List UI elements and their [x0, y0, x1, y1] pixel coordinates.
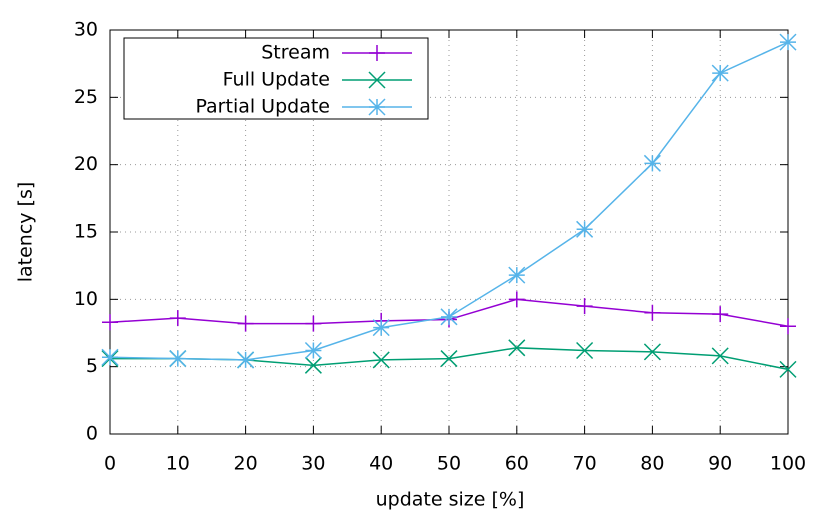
x-tick-label: 70 — [573, 453, 597, 475]
point-marker — [169, 310, 186, 327]
point-marker — [711, 347, 729, 365]
point-marker — [372, 351, 390, 369]
y-tick-label: 15 — [74, 221, 98, 243]
point-marker — [372, 319, 390, 337]
point-marker — [779, 33, 797, 51]
y-tick-label: 30 — [74, 19, 98, 41]
y-tick-label: 10 — [74, 288, 98, 310]
point-marker — [576, 298, 593, 315]
point-marker — [305, 315, 322, 332]
x-tick-label: 40 — [369, 453, 393, 475]
point-marker — [508, 266, 526, 284]
point-marker — [508, 291, 525, 308]
point-marker — [780, 318, 796, 335]
point-marker — [237, 351, 255, 369]
legend-label: Stream — [261, 42, 330, 64]
plot-frame — [109, 29, 789, 435]
point-marker — [304, 341, 322, 360]
point-marker — [440, 350, 458, 368]
point-marker — [102, 314, 118, 331]
x-tick-label: 30 — [301, 453, 325, 475]
legend-label: Partial Update — [195, 96, 330, 118]
legend-marker — [369, 45, 385, 61]
x-tick-label: 60 — [505, 453, 529, 475]
point-marker — [576, 341, 594, 360]
point-marker — [237, 315, 254, 332]
x-tick-label: 100 — [770, 453, 806, 475]
y-tick-label: 5 — [86, 355, 98, 377]
point-marker — [508, 339, 526, 357]
legend-marker — [368, 98, 386, 116]
x-tick-label: 0 — [104, 453, 116, 475]
point-marker — [711, 64, 729, 82]
legend-label: Full Update — [223, 69, 330, 91]
x-tick-label: 50 — [437, 453, 461, 475]
x-tick-label: 10 — [166, 453, 190, 475]
y-tick-label: 0 — [86, 423, 98, 445]
point-marker — [712, 306, 729, 323]
point-marker — [576, 220, 594, 238]
legend-marker — [368, 71, 386, 89]
y-tick-label: 20 — [74, 153, 98, 175]
point-marker — [169, 350, 187, 368]
point-marker — [643, 154, 661, 172]
point-marker — [643, 343, 661, 361]
point-marker — [440, 308, 458, 326]
x-tick-label: 20 — [234, 453, 258, 475]
point-marker — [644, 304, 661, 321]
x-tick-label: 90 — [708, 453, 732, 475]
point-marker — [304, 356, 322, 374]
y-axis-label: latency [s] — [15, 182, 37, 283]
point-marker — [779, 360, 797, 378]
x-tick-label: 80 — [640, 453, 664, 475]
x-axis-label: update size [%] — [376, 489, 525, 511]
y-tick-label: 25 — [74, 86, 98, 108]
point-marker — [101, 348, 119, 366]
